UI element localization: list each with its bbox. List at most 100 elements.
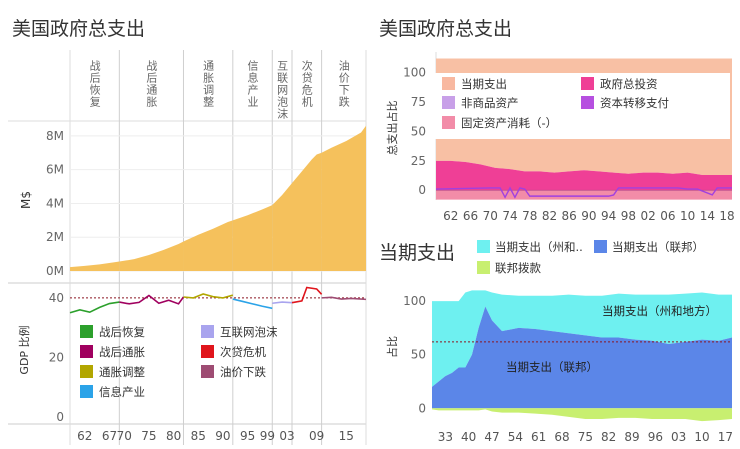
- x-tick-label: 10: [694, 430, 709, 444]
- grants-area: [432, 408, 732, 422]
- x-tick-label: 17: [718, 430, 733, 444]
- legend-label: 当期支出（联邦）: [612, 240, 704, 254]
- y-tick-label: 50: [411, 348, 426, 362]
- y-axis-label: 总支出占比: [385, 101, 399, 156]
- period-label: 互联网泡沫: [276, 60, 289, 120]
- x-tick-label: 09: [309, 429, 324, 443]
- x-tick-label: 74: [502, 209, 517, 223]
- legend-label: 资本转移支付: [600, 96, 669, 110]
- period-label: 信息产业: [246, 60, 259, 108]
- x-tick-label: 03: [671, 430, 686, 444]
- legend-swatch: [80, 365, 93, 378]
- y-tick-label: 100: [403, 66, 426, 80]
- x-tick-label: 89: [624, 430, 639, 444]
- legend-swatch: [442, 116, 455, 129]
- x-tick-label: 18: [719, 209, 734, 223]
- x-tick-label: 54: [508, 430, 523, 444]
- y-axis-label: GDP 比例: [17, 325, 31, 374]
- y-tick-label: 2M: [46, 230, 64, 244]
- x-tick-label: 15: [339, 429, 354, 443]
- legend-label: 固定资产消耗（-）: [461, 116, 557, 130]
- x-tick-label: 95: [240, 429, 255, 443]
- state-local-annotation: 当期支出（州和地方）: [602, 304, 717, 318]
- x-tick-label: 90: [581, 209, 596, 223]
- legend-label: 战后恢复: [99, 325, 145, 339]
- right-top-chart-title: 美国政府总支出: [379, 18, 513, 40]
- spending-area-segment: [321, 125, 366, 271]
- x-tick-label: 67: [102, 429, 117, 443]
- y-tick-label: 4M: [46, 196, 64, 210]
- x-tick-label: 62: [77, 429, 92, 443]
- x-tick-label: 70: [117, 429, 132, 443]
- x-tick-label: 40: [461, 430, 476, 444]
- x-tick-label: 86: [562, 209, 577, 223]
- legend-swatch: [581, 96, 594, 109]
- gdp-ratio-line: [119, 294, 185, 305]
- x-tick-label: 66: [463, 209, 478, 223]
- x-tick-label: 78: [522, 209, 537, 223]
- legend-label: 次贷危机: [220, 345, 266, 359]
- x-tick-label: 80: [166, 429, 181, 443]
- legend-label: 战后通胀: [99, 345, 145, 359]
- spending-area-segment: [70, 261, 120, 271]
- x-tick-label: 62: [443, 209, 458, 223]
- x-tick-label: 61: [531, 430, 546, 444]
- left-chart-title: 美国政府总支出: [12, 18, 146, 40]
- x-tick-label: 94: [601, 209, 616, 223]
- legend-label: 油价下跌: [220, 365, 266, 379]
- gdp-ratio-line: [183, 293, 234, 299]
- period-label: 战后通胀: [145, 60, 158, 108]
- legend-label: 联邦拨款: [495, 261, 541, 275]
- y-tick-label: 0: [418, 401, 426, 415]
- y-tick-label: 50: [411, 124, 426, 138]
- spending-area-segment: [272, 183, 292, 271]
- period-label: 战后恢复: [88, 60, 101, 108]
- legend-swatch: [80, 385, 93, 398]
- legend-swatch: [80, 345, 93, 358]
- y-tick-label: 8M: [46, 129, 64, 143]
- federal-area: [432, 306, 732, 409]
- x-tick-label: 14: [700, 209, 715, 223]
- x-tick-label: 47: [484, 430, 499, 444]
- legend-swatch: [201, 365, 214, 378]
- spending-area-segment: [292, 152, 322, 271]
- y-tick-label: 6M: [46, 163, 64, 177]
- x-tick-label: 03: [279, 429, 294, 443]
- y-tick-label: 40: [49, 291, 64, 305]
- legend-swatch: [581, 77, 594, 90]
- x-tick-label: 02: [640, 209, 655, 223]
- spending-area-segment: [119, 241, 184, 271]
- x-tick-label: 75: [578, 430, 593, 444]
- legend-label: 互联网泡沫: [220, 325, 278, 339]
- y-axis-label: M$: [19, 191, 33, 209]
- spending-area-segment: [183, 220, 233, 271]
- legend-label: 当期支出（州和..: [495, 240, 583, 254]
- y-tick-label: 25: [411, 154, 426, 168]
- left-chart: 战后恢复 战后通胀 通胀调整 信息产业 互联网泡沫 次贷危机 油价下跌0M2M4M6M8MM…: [8, 50, 367, 445]
- spending-area-segment: [232, 205, 273, 271]
- federal-annotation: 当期支出（联邦）: [506, 360, 598, 374]
- period-label: 油价下跌: [337, 59, 350, 108]
- x-tick-label: 70: [483, 209, 498, 223]
- legend-label: 非商品资产: [461, 96, 519, 110]
- period-label: 次贷危机: [300, 59, 313, 108]
- x-tick-label: 98: [621, 209, 636, 223]
- legend-label: 政府总投资: [600, 77, 658, 91]
- x-tick-label: 82: [542, 209, 557, 223]
- legend-swatch: [201, 345, 214, 358]
- x-tick-label: 10: [680, 209, 695, 223]
- legend-label: 信息产业: [99, 385, 145, 399]
- x-tick-label: 96: [648, 430, 663, 444]
- gdp-ratio-line: [69, 301, 120, 314]
- period-label: 通胀调整: [202, 60, 215, 108]
- gdp-ratio-line: [272, 301, 293, 305]
- legend-swatch: [80, 325, 93, 338]
- legend-swatch: [594, 240, 607, 253]
- y-tick-label: 20: [49, 350, 64, 364]
- x-tick-label: 82: [601, 430, 616, 444]
- y-tick-label: 0: [418, 183, 426, 197]
- x-tick-label: 06: [660, 209, 675, 223]
- y-tick-label: 100: [403, 294, 426, 308]
